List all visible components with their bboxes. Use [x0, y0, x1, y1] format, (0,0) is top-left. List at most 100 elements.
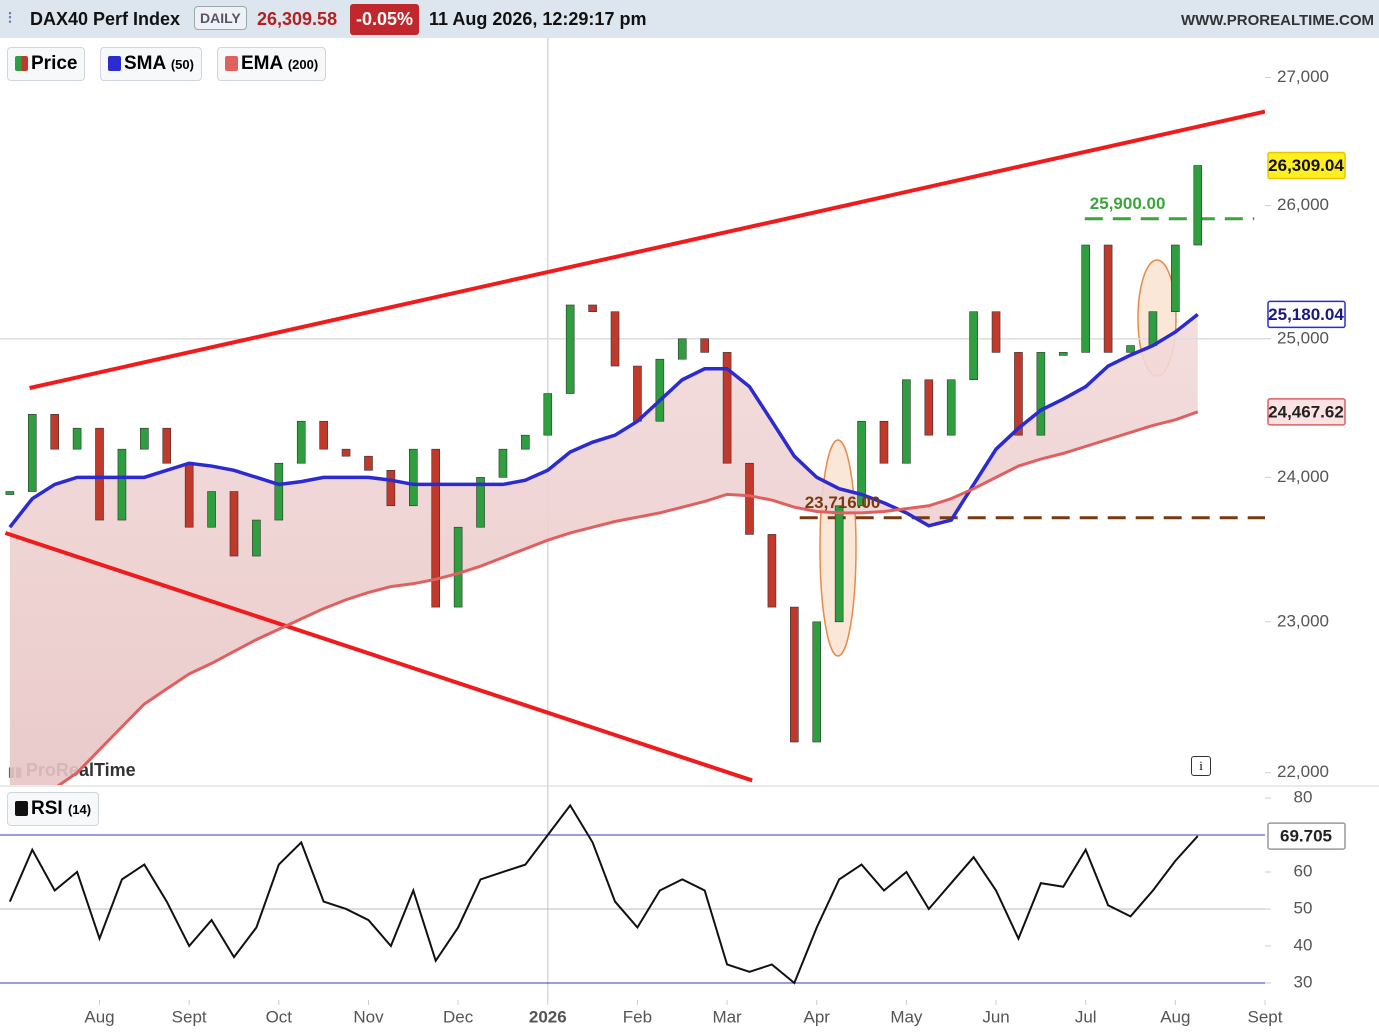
candle — [700, 338, 709, 353]
candle — [969, 311, 978, 381]
x-tick-label: Sept — [1248, 1007, 1283, 1026]
x-tick-label: Nov — [353, 1007, 384, 1026]
x-tick-label: Dec — [443, 1007, 474, 1026]
candle — [521, 434, 530, 450]
candle — [296, 420, 306, 464]
candle — [431, 448, 441, 608]
x-tick-label: May — [890, 1007, 923, 1026]
candle — [767, 534, 777, 608]
legend-sma[interactable]: SMA (50) — [100, 47, 202, 81]
series-line — [56, 410, 1199, 785]
legend-label: Price — [31, 53, 78, 74]
candle — [386, 469, 396, 507]
candle — [1171, 244, 1180, 313]
candle — [184, 462, 194, 528]
candle — [610, 311, 620, 367]
candle — [924, 379, 934, 436]
y-tick-label: 40 — [1294, 935, 1313, 954]
x-tick-label: Jun — [982, 1007, 1009, 1026]
x-tick-label: Jul — [1075, 1007, 1097, 1026]
candle — [408, 448, 418, 507]
y-tick-label: 80 — [1294, 787, 1313, 806]
interval[interactable]: DAILY — [194, 6, 247, 30]
candle — [812, 621, 822, 743]
watermark: ▮▮ ProRealTime — [8, 760, 136, 780]
candle — [140, 427, 149, 450]
legend-label: SMA — [124, 53, 166, 74]
candle — [857, 420, 866, 507]
candle — [95, 427, 104, 521]
header-bar: ⫶ DAX40 Perf Index DAILY 26,309.58 -0.05… — [0, 0, 1379, 38]
series-line — [8, 803, 1199, 985]
candle — [274, 462, 284, 521]
series-line — [8, 313, 1199, 529]
candle — [946, 379, 956, 436]
candle — [117, 448, 127, 521]
y-tick-label: 27,000 — [1277, 67, 1329, 86]
x-tick-label: Oct — [266, 1007, 293, 1026]
candle — [722, 352, 732, 464]
highlight-ellipse — [1137, 259, 1177, 377]
trend-line — [4, 531, 753, 783]
candle — [633, 365, 642, 422]
watermark-text: ProRealTime — [25, 760, 136, 780]
legend-ema[interactable]: EMA (200) — [217, 47, 327, 81]
legend-price[interactable]: Price — [7, 47, 86, 81]
symbol: DAX40 Perf Index — [30, 9, 181, 29]
candle — [543, 393, 553, 436]
candle — [902, 379, 911, 464]
level-label: 23,716.00 — [805, 493, 881, 512]
candle — [498, 448, 508, 478]
y-tick-label: 23,000 — [1277, 611, 1329, 630]
candle — [252, 519, 261, 557]
candle — [72, 427, 82, 450]
x-tick-label: Feb — [623, 1007, 652, 1026]
x-tick-label: Aug — [1160, 1007, 1190, 1026]
legend-label: EMA — [241, 53, 283, 74]
candle — [207, 491, 216, 528]
candle — [1014, 352, 1023, 436]
legend-period: (14) — [67, 802, 92, 817]
candle — [1193, 165, 1203, 246]
legend-period: (50) — [170, 57, 194, 72]
plot-area — [0, 109, 1265, 785]
candle — [229, 491, 239, 557]
value-badge — [1267, 822, 1346, 850]
candle — [790, 606, 799, 743]
candle — [319, 420, 328, 450]
candle — [677, 338, 687, 360]
legend-rsi[interactable]: RSI (14) — [7, 792, 100, 826]
candle — [1058, 352, 1068, 356]
last-price: 26,309.58 — [257, 9, 338, 29]
candle — [364, 455, 373, 471]
candle — [1148, 311, 1158, 346]
candle — [341, 448, 351, 457]
candle — [565, 304, 575, 394]
candle-icon: ⫶ — [8, 10, 12, 27]
x-tick-label: Aug — [84, 1007, 114, 1026]
x-tick-label: Mar — [712, 1007, 742, 1026]
candle — [1036, 352, 1046, 436]
x-tick-label: Sept — [172, 1007, 207, 1026]
x-tick-label: 2026 — [529, 1007, 567, 1026]
candle — [1126, 345, 1135, 353]
info-icon[interactable]: i — [1191, 756, 1211, 776]
change: -0.05% — [350, 4, 420, 35]
highlight-ellipse — [819, 439, 857, 657]
y-tick-label: 25,000 — [1277, 328, 1329, 347]
candle — [27, 413, 37, 492]
value-badge — [1267, 300, 1346, 329]
legend-label: RSI — [31, 798, 63, 819]
candle — [162, 427, 172, 464]
candle — [1103, 244, 1113, 353]
y-tick-label: 24,000 — [1277, 467, 1329, 486]
value-badge — [1267, 151, 1346, 180]
candle — [834, 505, 844, 623]
candle — [745, 462, 754, 535]
y-tick-label: 26,000 — [1277, 195, 1329, 214]
trend-line — [29, 109, 1265, 390]
candle — [1081, 244, 1090, 353]
y-tick-label: 30 — [1294, 972, 1313, 991]
candle — [453, 526, 463, 608]
candle — [991, 311, 1001, 353]
